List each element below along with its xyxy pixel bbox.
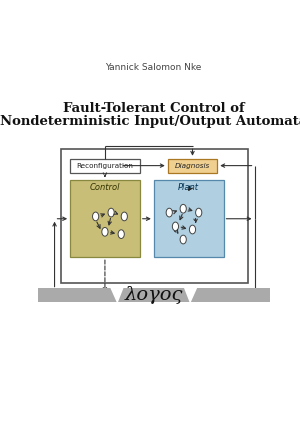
Circle shape xyxy=(92,212,99,221)
Polygon shape xyxy=(111,288,123,302)
Bar xyxy=(61,149,248,283)
Circle shape xyxy=(189,225,196,234)
Text: Fault-Tolerant Control of: Fault-Tolerant Control of xyxy=(63,102,244,115)
Circle shape xyxy=(172,222,178,231)
Circle shape xyxy=(180,235,186,244)
Text: Nondeterministic Input/Output Automata: Nondeterministic Input/Output Automata xyxy=(0,115,300,128)
Polygon shape xyxy=(185,288,197,302)
Circle shape xyxy=(180,204,186,213)
Circle shape xyxy=(166,208,172,217)
Text: Reconfiguration: Reconfiguration xyxy=(76,163,134,169)
Circle shape xyxy=(196,208,202,217)
Text: λογος: λογος xyxy=(124,286,183,304)
Text: Yannick Salomon Nke: Yannick Salomon Nke xyxy=(106,63,202,73)
Circle shape xyxy=(121,212,127,221)
Circle shape xyxy=(102,228,108,236)
Bar xyxy=(70,159,140,173)
Text: Plant: Plant xyxy=(178,184,199,192)
Text: Control: Control xyxy=(90,184,120,192)
Text: Diagnosis: Diagnosis xyxy=(175,163,210,169)
Bar xyxy=(154,180,224,257)
Bar xyxy=(38,288,270,302)
Circle shape xyxy=(108,208,114,217)
Circle shape xyxy=(118,230,124,238)
Bar xyxy=(70,180,140,257)
Bar xyxy=(168,159,217,173)
